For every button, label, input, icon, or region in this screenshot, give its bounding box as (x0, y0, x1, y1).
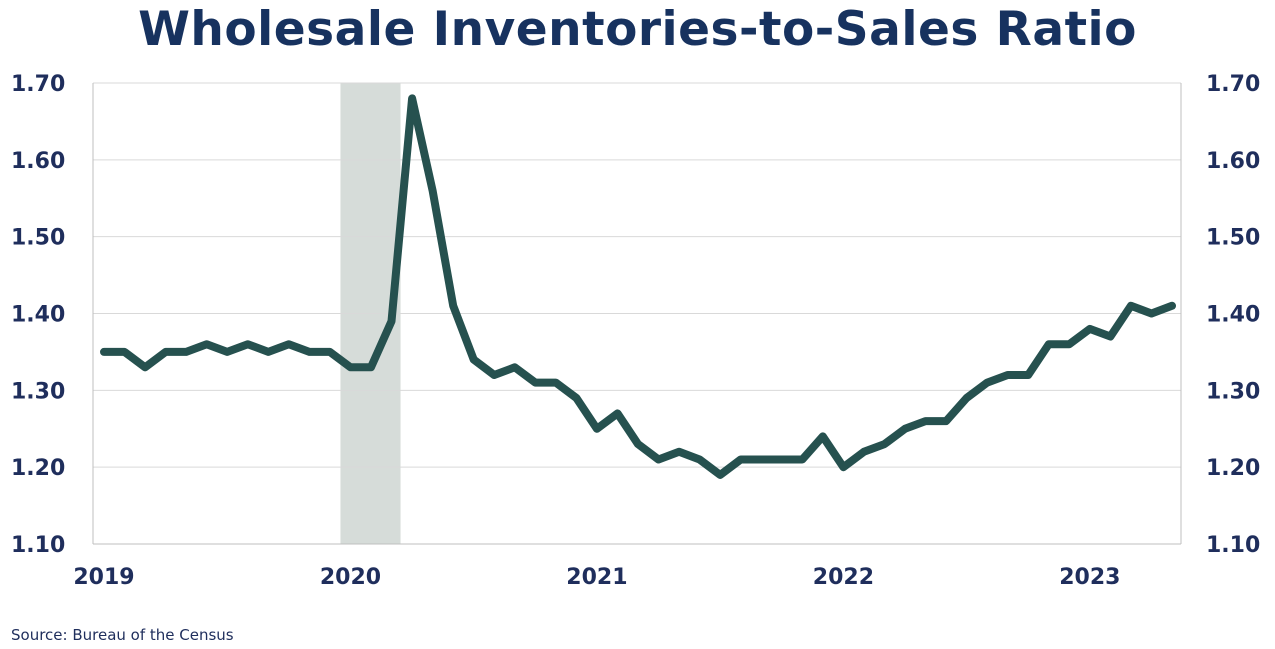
axes (92, 83, 1182, 545)
y-tick-label-left: 1.20 (11, 456, 65, 481)
gridlines (93, 82, 1181, 468)
y-tick-label-right: 1.10 (1206, 533, 1260, 558)
y-tick-label-left: 1.30 (11, 379, 65, 404)
y-tick-label-right: 1.50 (1206, 226, 1260, 251)
x-tick-label: 2019 (73, 565, 134, 590)
y-tick-label-right: 1.30 (1206, 379, 1260, 404)
series-line-layer (100, 94, 1176, 479)
source-note: Source: Bureau of the Census (11, 626, 234, 644)
x-tick-label: 2021 (566, 565, 627, 590)
y-tick-label-left: 1.10 (11, 533, 65, 558)
y-tick-label-right: 1.70 (1206, 72, 1260, 97)
y-tick-label-right: 1.40 (1206, 303, 1260, 328)
x-tick-label: 2022 (813, 565, 874, 590)
series-line (100, 94, 1176, 479)
chart-title: Wholesale Inventories-to-Sales Ratio (138, 2, 1137, 57)
x-tick-label: 2020 (320, 565, 381, 590)
tick-labels: 1.70 1.70 1.60 1.60 1.50 1.50 1.40 1.40 1.30 1.30… (11, 72, 1260, 590)
y-tick-label-left: 1.70 (11, 72, 65, 97)
x-tick-label: 2023 (1059, 565, 1120, 590)
y-tick-label-right: 1.20 (1206, 456, 1260, 481)
y-tick-label-right: 1.60 (1206, 149, 1260, 174)
y-tick-label-left: 1.60 (11, 149, 65, 174)
y-tick-label-left: 1.40 (11, 303, 65, 328)
y-tick-label-left: 1.50 (11, 226, 65, 251)
